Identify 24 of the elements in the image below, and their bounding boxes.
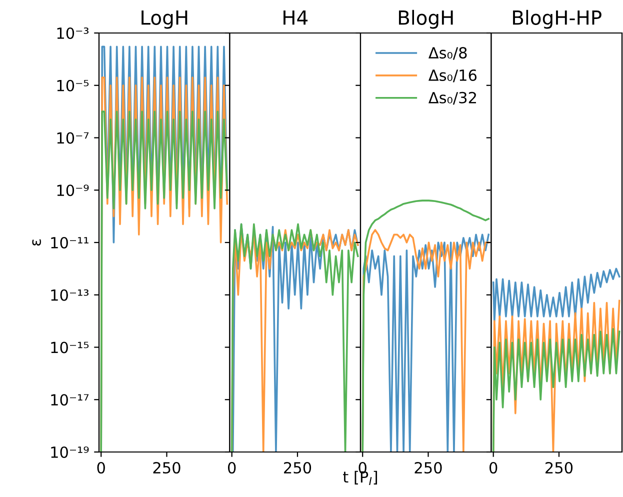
legend-label: Δs₀/8: [428, 47, 467, 60]
x-tick-label: 250: [414, 462, 442, 474]
y-tick-label: 10⁻¹⁹: [51, 446, 89, 458]
x-tick-label: 0: [97, 462, 105, 474]
x-tick-label: 0: [490, 462, 498, 474]
y-tick-label: 10⁻⁵: [57, 80, 89, 92]
x-tick-label: 0: [228, 462, 236, 474]
chart-title: BlogH: [398, 10, 453, 29]
y-tick-label: 10⁻¹¹: [51, 236, 88, 249]
legend-label: Δs₀/16: [428, 69, 477, 82]
chart-title: H4: [284, 10, 308, 25]
y-tick-label: 10⁻⁹: [57, 184, 89, 196]
y-tick-label: 10⁻³: [57, 27, 88, 40]
x-tick-label: 250: [153, 462, 180, 474]
y-tick-label: 10⁻⁷: [57, 132, 89, 144]
chart-title: LogH: [142, 10, 188, 29]
y-tick-label: 10⁻¹⁷: [51, 394, 89, 406]
chart-title: BlogH-HP: [513, 10, 602, 29]
x-tick-label: 250: [284, 462, 312, 474]
y-tick-label: 10⁻¹⁵: [51, 342, 89, 354]
y-axis-title: ε: [32, 239, 42, 246]
x-tick-label: 250: [546, 462, 573, 474]
y-tick-label: 10⁻¹³: [51, 289, 88, 301]
legend-label: Δs₀/32: [428, 92, 476, 105]
